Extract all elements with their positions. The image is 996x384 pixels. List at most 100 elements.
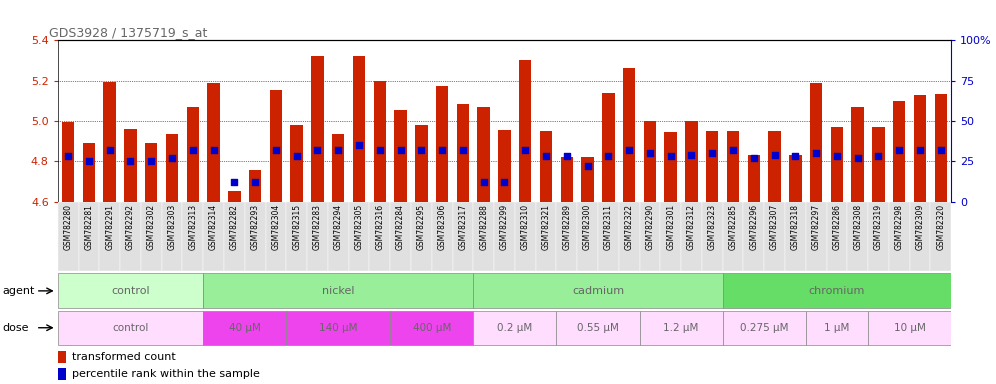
Bar — [681, 202, 702, 271]
Bar — [893, 101, 905, 202]
Text: agent: agent — [2, 286, 35, 296]
Text: GSM782312: GSM782312 — [687, 204, 696, 250]
Text: GSM782308: GSM782308 — [854, 204, 863, 250]
Bar — [827, 202, 848, 271]
Text: GSM782309: GSM782309 — [915, 204, 924, 250]
Bar — [660, 202, 681, 271]
Point — [268, 147, 284, 153]
Bar — [494, 202, 515, 271]
Text: GSM782299: GSM782299 — [500, 204, 509, 250]
Text: 1.2 μM: 1.2 μM — [663, 323, 699, 333]
Bar — [789, 155, 802, 202]
Point — [891, 147, 907, 153]
Bar — [603, 93, 615, 202]
Bar — [370, 202, 390, 271]
Bar — [328, 202, 349, 271]
Point — [455, 147, 471, 153]
Text: GSM782293: GSM782293 — [251, 204, 260, 250]
Bar — [58, 202, 79, 271]
Text: GSM782280: GSM782280 — [64, 204, 73, 250]
Text: 0.55 μM: 0.55 μM — [577, 323, 619, 333]
Bar — [286, 311, 390, 345]
Bar — [664, 132, 677, 202]
Point — [559, 153, 575, 159]
Text: cadmium: cadmium — [572, 286, 624, 296]
Bar — [540, 131, 552, 202]
Point — [413, 147, 429, 153]
Bar — [58, 351, 67, 363]
Point — [622, 147, 637, 153]
Text: GSM782306: GSM782306 — [437, 204, 446, 250]
Bar — [872, 127, 884, 202]
Bar — [723, 202, 743, 271]
Bar — [785, 202, 806, 271]
Text: 0.2 μM: 0.2 μM — [497, 323, 533, 333]
Text: GSM782292: GSM782292 — [125, 204, 135, 250]
Bar — [934, 94, 947, 202]
Text: GSM782322: GSM782322 — [624, 204, 633, 250]
Bar — [561, 157, 573, 202]
Bar — [58, 273, 203, 308]
Bar — [848, 202, 869, 271]
Text: 140 μM: 140 μM — [319, 323, 358, 333]
Bar — [83, 143, 96, 202]
Point — [226, 179, 242, 185]
Bar — [536, 202, 557, 271]
Point — [164, 155, 180, 161]
Bar — [124, 129, 136, 202]
Point — [829, 153, 845, 159]
Text: control: control — [112, 286, 149, 296]
Text: GSM782316: GSM782316 — [375, 204, 384, 250]
Bar — [145, 143, 157, 202]
Bar — [121, 202, 140, 271]
Point — [372, 147, 387, 153]
Bar — [374, 81, 386, 202]
Bar — [140, 202, 161, 271]
Text: GSM782314: GSM782314 — [209, 204, 218, 250]
Text: 10 μM: 10 μM — [893, 323, 925, 333]
Text: GSM782295: GSM782295 — [417, 204, 426, 250]
Text: dose: dose — [2, 323, 29, 333]
Text: GSM782317: GSM782317 — [458, 204, 467, 250]
Text: GDS3928 / 1375719_s_at: GDS3928 / 1375719_s_at — [49, 26, 207, 39]
Bar — [79, 202, 100, 271]
Point — [517, 147, 533, 153]
Bar — [888, 202, 909, 271]
Bar — [245, 202, 266, 271]
Bar — [58, 311, 203, 345]
Bar — [249, 170, 261, 202]
Bar — [473, 202, 494, 271]
Point — [310, 147, 326, 153]
Point — [289, 153, 305, 159]
Text: GSM782300: GSM782300 — [583, 204, 592, 250]
Text: GSM782296: GSM782296 — [749, 204, 758, 250]
Bar — [104, 82, 116, 202]
Bar — [307, 202, 328, 271]
Bar — [228, 190, 241, 202]
Point — [185, 147, 201, 153]
Bar — [390, 311, 473, 345]
Bar — [349, 202, 370, 271]
Text: GSM782321: GSM782321 — [542, 204, 551, 250]
Text: GSM782319: GSM782319 — [873, 204, 883, 250]
Bar — [519, 61, 532, 202]
Bar — [706, 131, 718, 202]
Bar — [182, 202, 203, 271]
Bar — [619, 202, 639, 271]
Point — [331, 147, 347, 153]
Bar — [436, 86, 448, 202]
Text: GSM782311: GSM782311 — [604, 204, 613, 250]
Point — [60, 153, 76, 159]
Bar — [411, 202, 431, 271]
Bar — [311, 56, 324, 202]
Point — [746, 155, 762, 161]
Text: 400 μM: 400 μM — [412, 323, 451, 333]
Bar — [743, 202, 764, 271]
Point — [788, 153, 804, 159]
Bar — [913, 95, 926, 202]
Point — [767, 152, 783, 158]
Bar — [685, 121, 698, 202]
Point — [351, 142, 367, 148]
Bar — [203, 311, 286, 345]
Point — [662, 153, 678, 159]
